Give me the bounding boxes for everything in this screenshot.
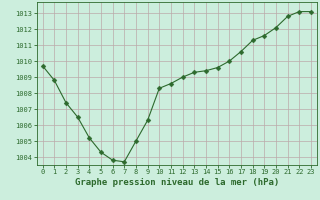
X-axis label: Graphe pression niveau de la mer (hPa): Graphe pression niveau de la mer (hPa) <box>75 178 279 187</box>
